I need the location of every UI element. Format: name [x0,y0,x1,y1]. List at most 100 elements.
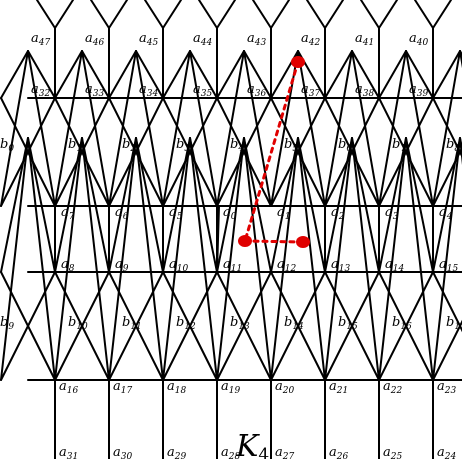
fork-right-7 [432,0,452,29]
band-upper-notch-br-0 [27,50,56,207]
band-lower-notch-l-0 [0,137,29,273]
band-upper-notch-l-4 [216,50,245,99]
vertex-label-a18: a18 [167,379,186,396]
vertex-label-a36: a36 [247,82,266,99]
vertex-label-b6: b6 [338,137,352,154]
band-upper-notch-r-4 [243,50,272,99]
band-lower-notch-bl-8 [432,137,461,381]
band-lower-notch-r-3 [189,137,218,273]
vertex-label-a3: a3 [385,205,399,222]
vertex-label-a39: a39 [409,82,428,99]
path-node-a12 [296,236,310,248]
vertex-label-b0: b0 [0,137,14,154]
band-upper-notch-br-5 [297,50,326,207]
fork-right-0 [54,0,74,29]
band-upper-diag-b-0 [0,97,56,207]
band-lower-notch-bl-5 [270,137,299,381]
band-upper-notch-br-6 [351,50,380,207]
vertex-label-a24: a24 [437,445,456,459]
band-lower-notch-r-0 [27,137,56,273]
vertex-label-a11: a11 [223,257,242,274]
fork-left-6 [360,0,380,29]
band-lower-notch-br-2 [135,137,164,381]
band-lower-notch-l-5 [270,137,299,273]
vertex-label-b1: b1 [68,137,82,154]
band-lower-notch-l-7 [378,137,407,273]
band-lower-diag-b-8 [432,319,462,381]
vertex-label-a42: a42 [301,31,320,48]
band-upper-notch-bl-8 [432,50,461,207]
vertex-label-a25: a25 [383,445,402,459]
vertex-label-a27: a27 [275,445,294,459]
band-upper-notch-br-4 [243,50,272,207]
vertex-label-a12: a12 [277,257,296,274]
vertex-label-a31: a31 [59,445,78,459]
vertex-label-a7: a7 [61,205,75,222]
band-upper-notch-r-0 [27,50,56,99]
path-segment-a42-a11 [243,60,300,243]
band-upper-notch-br-3 [189,50,218,207]
vertex-label-b2: b2 [122,137,136,154]
band-lower-notch-l-8 [432,137,461,273]
vertex-label-b4: b4 [230,137,244,154]
band-lower-notch-bl-0 [0,137,29,381]
band-lower-notch-br-0 [27,137,56,381]
vertex-label-b16: b16 [392,315,412,332]
band-upper-notch-l-8 [432,50,461,99]
band-upper-diag-b-8 [432,145,462,207]
vertex-label-a0: a0 [223,205,237,222]
fork-right-5 [324,0,344,29]
fork-left-1 [90,0,110,29]
vertex-label-a44: a44 [193,31,212,48]
band-upper-notch-r-1 [81,50,110,99]
vertex-label-a23: a23 [437,379,456,396]
band-lower-notch-br-5 [297,137,326,381]
band-upper-notch-br-7 [405,50,434,207]
band-lower-diag-b-0 [0,271,56,381]
vertex-label-a21: a21 [329,379,348,396]
vertex-label-a17: a17 [113,379,132,396]
vertex-label-a32: a32 [31,82,50,99]
band-lower-notch-br-1 [81,137,110,381]
vertex-label-a8: a8 [61,257,75,274]
band-upper-notch-r-6 [351,50,380,99]
band-lower-diag-b-3 [162,271,218,381]
band-lower-diag-b-2 [108,271,164,381]
vertex-label-b3: b3 [176,137,190,154]
band-upper-notch-br-1 [81,50,110,207]
vertex-label-b9: b9 [0,315,14,332]
vertex-label-a14: a14 [385,257,404,274]
band-lower-notch-bl-3 [162,137,191,381]
vertex-label-a28: a28 [221,445,240,459]
vertex-label-a20: a20 [275,379,294,396]
vertex-label-a37: a37 [301,82,320,99]
band-lower-diag-b-7 [378,271,434,381]
band-upper-notch-l-1 [54,50,83,99]
band-upper-notch-bl-5 [270,50,299,207]
band-upper-notch-l-2 [108,50,137,99]
vertex-label-b13: b13 [230,315,250,332]
vertex-label-b12: b12 [176,315,196,332]
band-upper-notch-l-3 [162,50,191,99]
vertex-label-b15: b15 [338,315,358,332]
band-upper-diag-b-3 [162,97,218,207]
column-mid-4 [216,205,220,273]
vertex-labels: a47 a46 a45 a44 a43 a42 a41 a40 a32 a33 a34 a35 a36 a… [0,31,462,459]
vertex-label-b14: b14 [284,315,304,332]
band-upper-notch-bl-2 [108,50,137,207]
fork-left-4 [252,0,272,29]
highlight-path [238,56,310,248]
vertex-label-a46: a46 [85,31,104,48]
band-upper-notch-bl-6 [324,50,353,207]
band-upper-notch-bl-0 [0,50,29,207]
vertex-label-a45: a45 [139,31,158,48]
fork-left-0 [36,0,56,29]
band-lower-notch-l-1 [54,137,83,273]
band-lower-notch-l-4 [216,137,245,273]
band-lower-diag-b-4 [216,271,272,381]
band-upper-diag-b-4 [216,97,272,207]
band-lower-notch-bl-7 [378,137,407,381]
